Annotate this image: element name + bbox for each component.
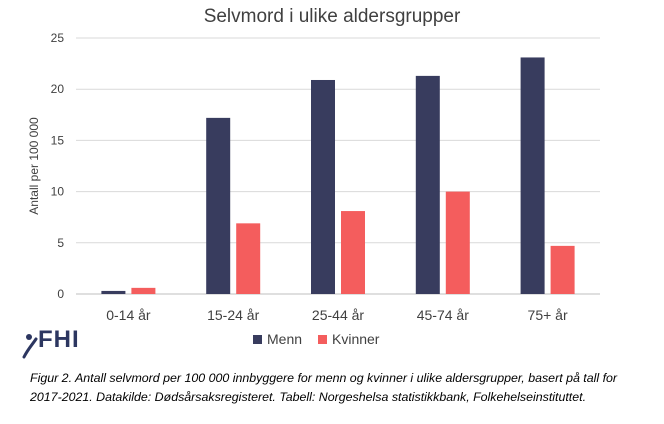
bar-menn	[415, 75, 440, 294]
bar-chart: 0 5 10 15 20 25 Antall per 100 000 0-14 år 15-24…	[27, 31, 600, 347]
bar-menn	[520, 57, 545, 295]
legend-swatch	[318, 335, 327, 344]
bar-menn	[101, 290, 126, 294]
legend-swatch	[253, 335, 262, 344]
bar-kvinner	[445, 191, 470, 294]
bar-menn	[206, 117, 231, 294]
y-tick-label: 0	[57, 287, 64, 301]
legend-label: Menn	[267, 331, 302, 347]
bar-kvinner	[341, 211, 365, 294]
bar-kvinner	[131, 287, 156, 294]
y-tick-label: 5	[57, 236, 64, 250]
bar-menn	[311, 79, 335, 294]
chart-title: Selvmord i ulike aldersgrupper	[203, 6, 461, 27]
fhi-logo-icon	[22, 334, 38, 359]
x-tick-label: 75+ år	[528, 307, 568, 323]
y-axis-label: Antall per 100 000	[27, 117, 41, 215]
x-tick-label: 45-74 år	[417, 307, 469, 323]
y-tick-label: 20	[51, 82, 65, 96]
bar-kvinner	[550, 245, 575, 294]
fhi-logo-text: FHI	[38, 326, 80, 353]
x-tick-label: 0-14 år	[106, 307, 151, 323]
y-tick-label: 25	[51, 31, 65, 45]
x-tick-label: 25-44 år	[312, 307, 364, 323]
bar-kvinner	[236, 223, 261, 294]
legend-label: Kvinner	[332, 331, 380, 347]
y-tick-label: 10	[51, 185, 65, 199]
y-tick-label: 15	[51, 133, 65, 147]
figure-caption: Figur 2. Antall selvmord per 100 000 inn…	[30, 371, 618, 404]
x-tick-label: 15-24 år	[207, 307, 259, 323]
